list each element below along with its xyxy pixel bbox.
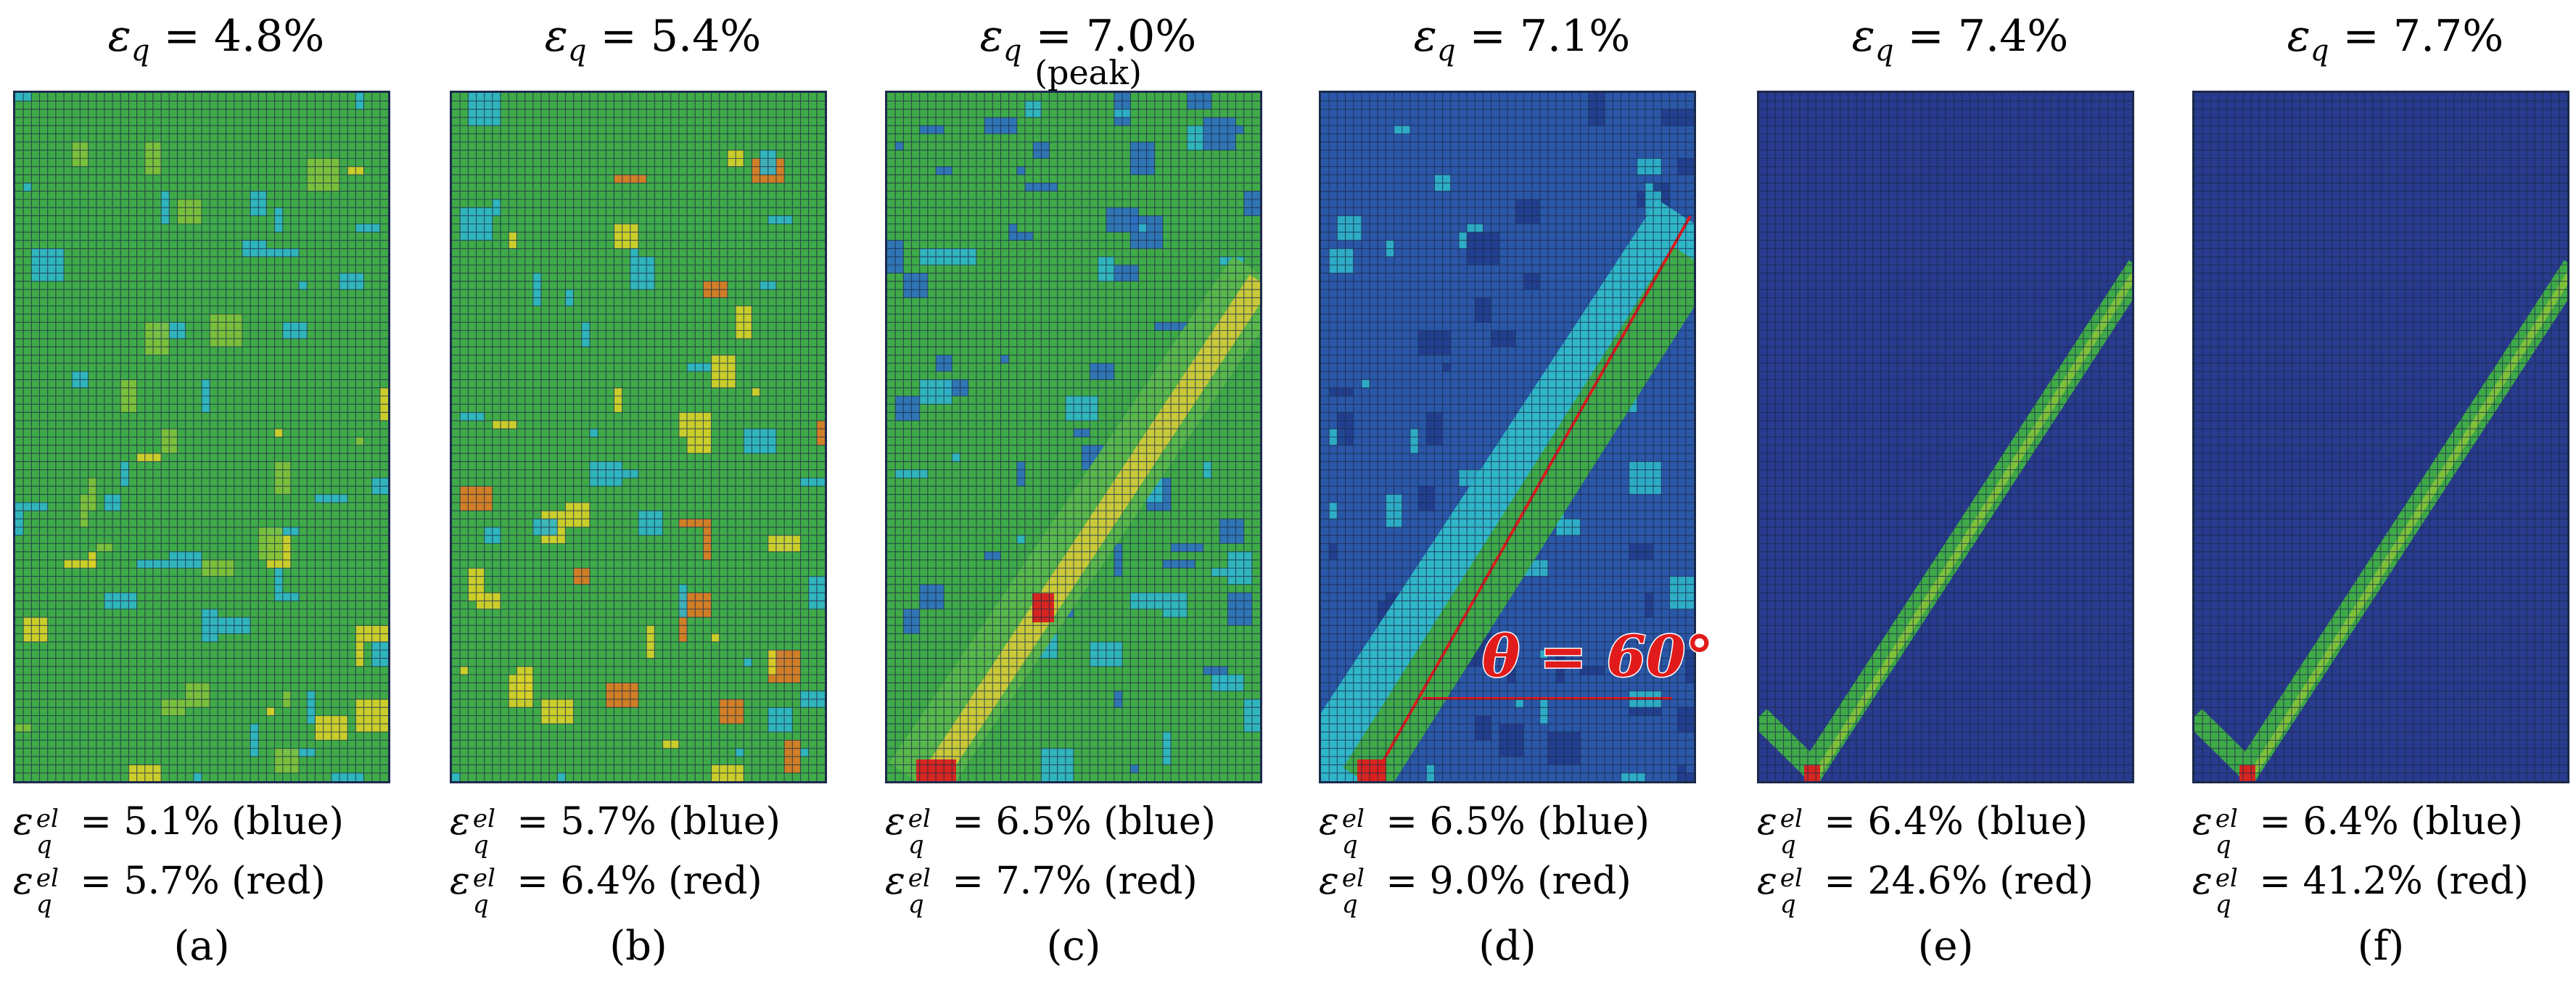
panel-e-blue-stat: ε el q = 6.4% (blue) [1757,800,2088,860]
panel-e-mesh [1759,93,2132,781]
panel-a-strain-field [13,91,390,783]
panel-f-red-stat: ε el q = 41.2% (red) [2192,860,2529,919]
panel-c-peak-note: (peak) [1034,53,1142,92]
panel-d-mesh [1321,93,1694,781]
panel-f-mesh [2194,93,2567,781]
panel-d-label: (d) [1478,923,1536,970]
panel-d-title: εq = 7.1% [1413,11,1631,67]
panel-c-blue-stat: ε el q = 6.5% (blue) [885,800,1216,860]
panel-d: εq = 7.1% θ = 60° ε el q = 6.5% (blue) ε el… [1319,0,1725,985]
panel-b-mesh [452,93,825,781]
panel-b-label: (b) [609,923,667,970]
panel-d-blue-stat: ε el q = 6.5% (blue) [1319,800,1650,860]
panel-f-strain-field [2192,91,2569,783]
panel-e: εq = 7.4% ε el q = 6.4% (blue) ε el q = 24.6… [1757,0,2163,985]
panel-a-blue-stat: ε el q = 5.1% (blue) [13,800,344,860]
panel-b-blue-stat: ε el q = 5.7% (blue) [450,800,781,860]
panel-c-mesh [887,93,1260,781]
panel-f-label: (f) [2357,923,2405,970]
panel-f-title: εq = 7.7% [2287,11,2504,67]
panel-a-label: (a) [173,923,230,970]
panel-a-red-stat: ε el q = 5.7% (red) [13,860,326,919]
panel-e-title: εq = 7.4% [1851,11,2069,67]
panel-c: εq = 7.0% (peak) ε el q = 6.5% (blue) ε el q… [885,0,1291,985]
panel-b: εq = 5.4% ε el q = 5.7% (blue) ε el q = 6.4%… [450,0,856,985]
panel-e-strain-field [1757,91,2134,783]
panel-d-red-stat: ε el q = 9.0% (red) [1319,860,1631,919]
panel-d-strain-field [1319,91,1696,783]
panel-c-red-stat: ε el q = 7.7% (red) [885,860,1198,919]
panel-c-title: εq = 7.0% [979,11,1197,67]
panel-b-red-stat: ε el q = 6.4% (red) [450,860,762,919]
panel-b-strain-field [450,91,827,783]
angle-annotation: θ = 60° [1481,623,1714,691]
panel-f-blue-stat: ε el q = 6.4% (blue) [2192,800,2523,860]
panel-f: εq = 7.7% ε el q = 6.4% (blue) ε el q = 41.2… [2192,0,2576,985]
panel-a: εq = 4.8% ε el q = 5.1% (blue) ε el q = 5.7%… [13,0,419,985]
panel-e-red-stat: ε el q = 24.6% (red) [1757,860,2094,919]
panel-e-label: (e) [1917,923,1974,970]
panel-c-strain-field [885,91,1262,783]
panel-b-title: εq = 5.4% [544,11,762,67]
panel-a-mesh [15,93,388,781]
panel-c-label: (c) [1046,923,1101,970]
panel-a-title: εq = 4.8% [107,11,325,67]
